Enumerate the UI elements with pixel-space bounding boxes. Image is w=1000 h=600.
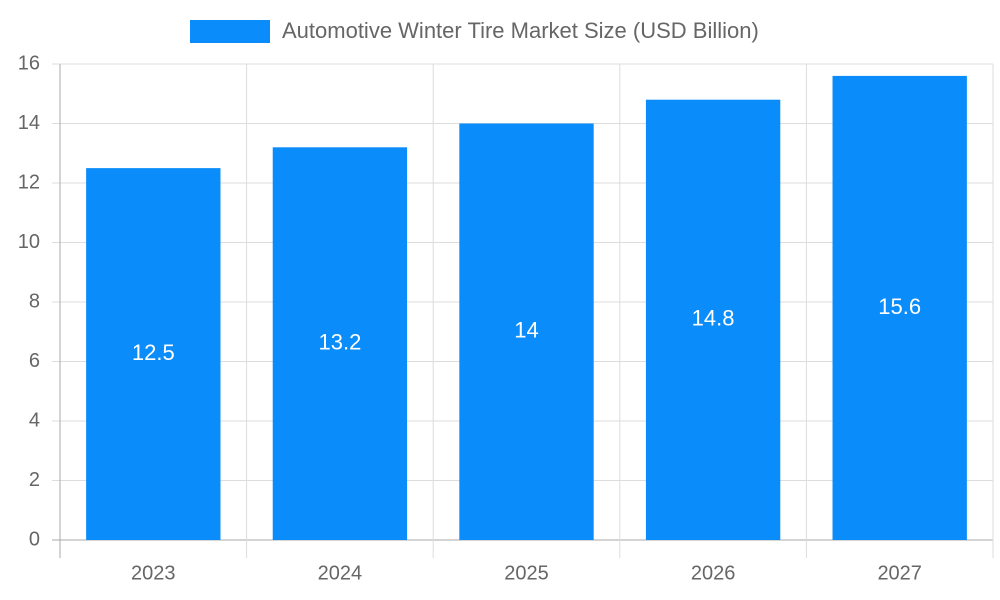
y-tick-label: 2 — [29, 469, 40, 491]
value-label: 15.6 — [878, 294, 921, 319]
y-tick-label: 12 — [18, 171, 40, 193]
y-tick-label: 0 — [29, 528, 40, 550]
bar — [272, 147, 408, 541]
y-tick-label: 8 — [29, 290, 40, 312]
value-label: 12.5 — [132, 340, 175, 365]
value-label: 14.8 — [692, 306, 735, 331]
y-tick-label: 14 — [18, 112, 40, 134]
y-tick-label: 4 — [29, 409, 40, 431]
legend-swatch — [190, 20, 270, 43]
x-tick-label: 2026 — [691, 562, 736, 584]
x-tick-label: 2024 — [318, 562, 363, 584]
x-tick-label: 2025 — [504, 562, 549, 584]
x-tick-label: 2027 — [877, 562, 922, 584]
bar — [832, 75, 967, 541]
legend-label: Automotive Winter Tire Market Size (USD … — [282, 18, 759, 43]
y-tick-label: 10 — [18, 231, 40, 253]
y-tick-label: 6 — [29, 350, 40, 372]
value-label: 13.2 — [318, 329, 361, 354]
value-label: 14 — [514, 318, 538, 343]
y-tick-label: 16 — [18, 52, 40, 74]
bar — [86, 168, 221, 540]
bar — [645, 99, 781, 540]
bar — [459, 123, 594, 540]
x-tick-label: 2023 — [131, 562, 176, 584]
